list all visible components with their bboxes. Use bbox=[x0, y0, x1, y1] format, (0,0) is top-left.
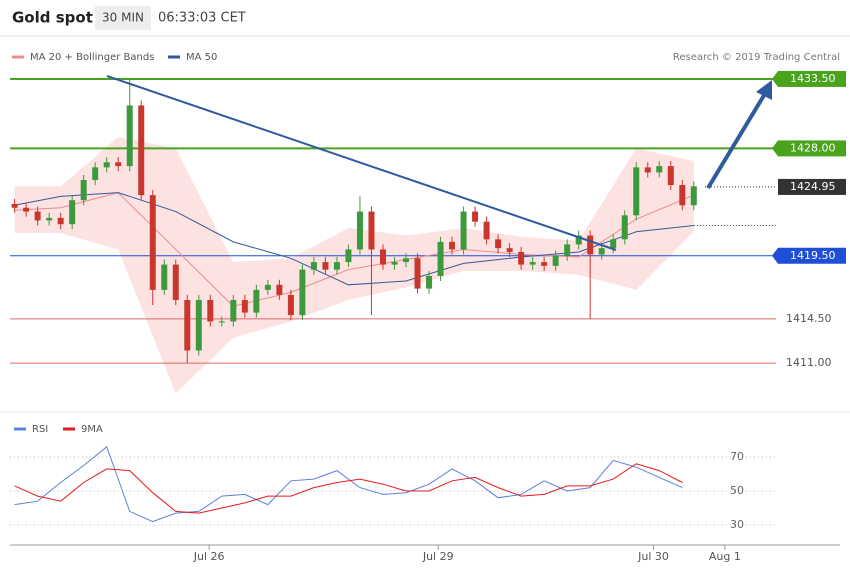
level-pointer bbox=[772, 140, 778, 157]
candle-body bbox=[356, 211, 363, 250]
candle-body bbox=[80, 179, 87, 201]
candle-body bbox=[644, 167, 651, 173]
candle-body bbox=[506, 248, 513, 252]
candle-body bbox=[633, 167, 640, 216]
candle-body bbox=[241, 299, 248, 313]
timeframe-box bbox=[95, 6, 151, 30]
candle-body bbox=[299, 269, 306, 316]
candle-body bbox=[333, 262, 340, 270]
candle-body bbox=[598, 248, 605, 255]
candle-body bbox=[92, 167, 99, 180]
candle-body bbox=[495, 239, 502, 249]
level-pointer bbox=[772, 70, 778, 87]
candle-body bbox=[679, 185, 686, 206]
candle-body bbox=[379, 249, 386, 265]
candle-body bbox=[46, 217, 53, 221]
price-panel: 1433.50 1428.00 1424.95 1419.50 1414.50 1411.… bbox=[10, 70, 846, 394]
trend-line bbox=[106, 75, 617, 251]
candle-body bbox=[218, 321, 225, 323]
candle-body bbox=[656, 166, 663, 173]
candle-body bbox=[345, 249, 352, 263]
candle-body bbox=[207, 299, 214, 322]
candle-body bbox=[621, 215, 628, 240]
legend-label: RSI bbox=[32, 424, 48, 435]
candle-body bbox=[103, 162, 110, 168]
candle-body bbox=[322, 262, 329, 270]
level-label: 1428.00 bbox=[790, 141, 836, 154]
candle-body bbox=[253, 289, 260, 313]
candle-body bbox=[149, 195, 156, 290]
candle-body bbox=[518, 251, 525, 265]
candle-body bbox=[138, 105, 145, 196]
candle-body bbox=[115, 162, 122, 167]
candle-body bbox=[541, 262, 548, 266]
indicator-line bbox=[14, 445, 683, 523]
candle-body bbox=[426, 275, 433, 289]
candle-body bbox=[23, 207, 30, 212]
candle-body bbox=[575, 235, 582, 245]
candle-body bbox=[437, 241, 444, 276]
timeframe: 30 MIN bbox=[102, 11, 144, 25]
candle-body bbox=[57, 217, 64, 225]
candle-body bbox=[564, 244, 571, 256]
legend-label: MA 20 + Bollinger Bands bbox=[30, 52, 154, 63]
level-label: 1433.50 bbox=[790, 72, 836, 85]
candle-body bbox=[184, 299, 191, 351]
candle-body bbox=[403, 258, 410, 263]
candle-body bbox=[483, 221, 490, 240]
level-label: 1411.00 bbox=[786, 356, 832, 369]
candle-body bbox=[449, 241, 456, 250]
x-tick-label: Aug 1 bbox=[709, 550, 741, 563]
x-tick-label: Jul 29 bbox=[422, 550, 454, 563]
candle-body bbox=[587, 235, 594, 255]
level-box bbox=[778, 140, 846, 157]
forecast-arrow bbox=[706, 90, 768, 190]
candle-body bbox=[310, 262, 317, 270]
title: Gold spot bbox=[12, 9, 93, 27]
ma-line bbox=[14, 192, 694, 286]
legend-label: MA 50 bbox=[186, 52, 217, 63]
candle-body bbox=[195, 299, 202, 351]
level-box bbox=[778, 178, 846, 195]
candle-body bbox=[414, 258, 421, 289]
level-label: 1424.95 bbox=[790, 180, 836, 193]
candle-body bbox=[172, 264, 179, 300]
candle-body bbox=[11, 203, 18, 208]
level-box bbox=[778, 70, 846, 87]
candle-body bbox=[161, 264, 168, 290]
y-tick-label: 70 bbox=[730, 450, 744, 463]
level-pointer bbox=[772, 247, 778, 264]
candle-body bbox=[264, 284, 271, 290]
y-tick-label: 30 bbox=[730, 518, 744, 531]
candle-body bbox=[529, 262, 536, 265]
y-tick-label: 50 bbox=[730, 484, 744, 497]
arrow-head bbox=[756, 80, 772, 100]
candle-body bbox=[276, 284, 283, 295]
candle-body bbox=[667, 166, 674, 186]
legend-label: 9MA bbox=[81, 424, 103, 435]
candle-body bbox=[552, 255, 559, 266]
level-label: 1414.50 bbox=[786, 312, 832, 325]
candle-body bbox=[610, 239, 617, 249]
candle-body bbox=[460, 211, 467, 250]
candle-body bbox=[391, 262, 398, 265]
x-tick-label: Jul 30 bbox=[637, 550, 669, 563]
time: 06:33:03 CET bbox=[158, 11, 246, 26]
candle-body bbox=[34, 211, 41, 221]
credit: Research © 2019 Trading Central bbox=[673, 52, 840, 63]
level-box bbox=[778, 247, 846, 264]
x-tick-label: Jul 26 bbox=[193, 550, 225, 563]
candle-body bbox=[472, 211, 479, 222]
indicator-line bbox=[14, 463, 683, 514]
candle-body bbox=[69, 200, 76, 225]
candle-body bbox=[126, 105, 133, 167]
level-label: 1419.50 bbox=[790, 249, 836, 262]
candle-body bbox=[368, 211, 375, 250]
candle-body bbox=[690, 186, 697, 206]
candle-body bbox=[287, 294, 294, 316]
candle-body bbox=[230, 299, 237, 322]
